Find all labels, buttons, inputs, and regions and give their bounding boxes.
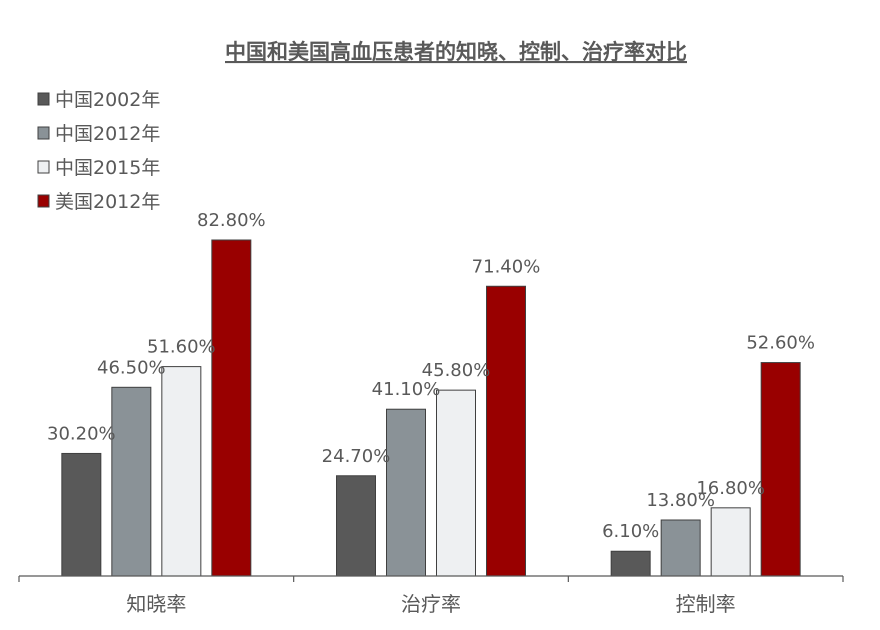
x-tick-label: 治疗率 xyxy=(401,592,461,616)
legend-swatch xyxy=(37,92,50,106)
bar xyxy=(486,285,526,577)
bar xyxy=(211,239,252,577)
data-label: 30.20% xyxy=(47,423,116,444)
bar xyxy=(436,389,476,577)
data-label: 6.10% xyxy=(602,521,659,542)
x-tick-label: 知晓率 xyxy=(126,592,186,616)
bar xyxy=(660,519,701,577)
data-label: 82.80% xyxy=(197,210,266,231)
data-label: 13.80% xyxy=(646,490,715,511)
data-label: 71.40% xyxy=(472,256,541,277)
legend-label: 美国2012年 xyxy=(55,191,160,213)
data-label: 41.10% xyxy=(372,379,441,400)
bar xyxy=(161,366,202,577)
legend-label: 中国2012年 xyxy=(55,123,160,145)
data-label: 46.50% xyxy=(97,357,166,378)
bar xyxy=(61,452,102,577)
legend-swatch xyxy=(37,194,50,208)
data-label: 24.70% xyxy=(322,446,391,467)
x-tick-label: 控制率 xyxy=(676,592,736,616)
legend-label: 中国2002年 xyxy=(55,89,160,111)
bars-group xyxy=(61,239,801,577)
data-label: 51.60% xyxy=(147,337,216,358)
bar xyxy=(336,475,376,577)
bar xyxy=(710,507,751,577)
legend-swatch xyxy=(37,160,50,174)
legend-label: 中国2015年 xyxy=(55,157,160,179)
x-axis: 知晓率 治疗率 控制率 xyxy=(18,575,844,616)
data-labels-group: 30.20% 46.50%51.60% 82.80% 24.70% 41.10%45.8… xyxy=(47,210,815,542)
data-label: 16.80% xyxy=(696,478,765,499)
legend-swatch xyxy=(37,126,50,140)
bar xyxy=(386,408,426,577)
bar xyxy=(760,362,801,577)
data-label: 52.60% xyxy=(746,333,815,354)
data-label: 45.80% xyxy=(422,360,491,381)
bar xyxy=(610,550,651,577)
chart-title: 中国和美国高血压患者的知晓、控制、治疗率对比 xyxy=(225,40,687,64)
bar xyxy=(111,386,152,577)
